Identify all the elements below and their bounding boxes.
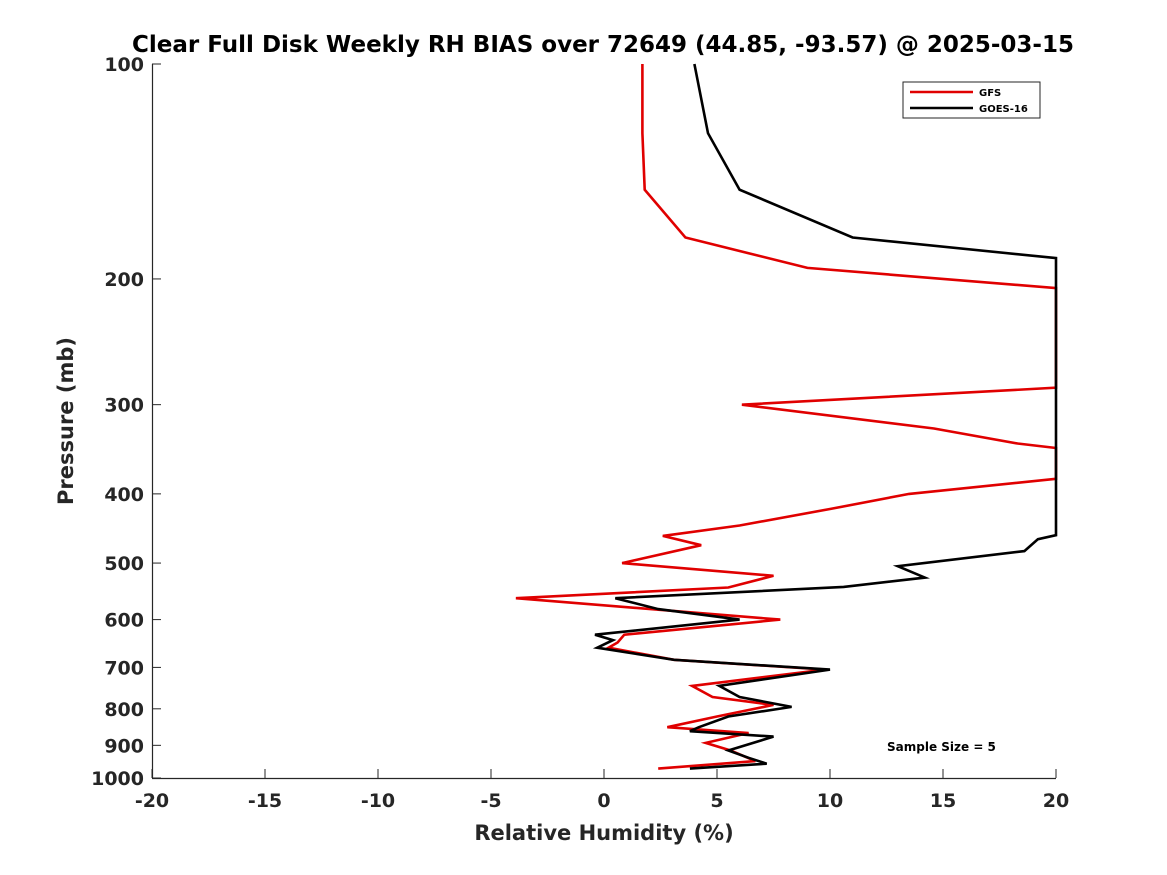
plot-lines — [515, 63, 1058, 770]
x-tick-label: -15 — [248, 790, 282, 812]
x-tick-label: -20 — [135, 790, 169, 812]
x-tick-label: 10 — [817, 790, 843, 812]
x-tick-label: -5 — [480, 790, 501, 812]
y-tick-label: 100 — [104, 54, 144, 76]
y-tick-label: 700 — [104, 657, 144, 679]
y-tick-label: 200 — [104, 269, 144, 291]
legend-box — [902, 81, 1041, 119]
x-axis-label: Relative Humidity (%) — [474, 821, 733, 845]
legend-label-gfs: GFS — [979, 88, 1001, 99]
y-tick-label: 300 — [104, 395, 144, 417]
legend: GFS GOES-16 — [902, 81, 1041, 119]
legend-label-goes16: GOES-16 — [979, 104, 1028, 115]
series-line-goes-16 — [592, 63, 1058, 770]
plot-frame — [152, 64, 1056, 778]
y-tick-label: 600 — [104, 610, 144, 632]
y-tick-label: 800 — [104, 699, 144, 721]
sample-size-annotation: Sample Size = 5 — [887, 740, 996, 754]
y-axis-label: Pressure (mb) — [54, 337, 78, 505]
x-ticks: -20 -15 -10 -5 0 5 10 15 20 — [135, 769, 1069, 812]
x-tick-label: -10 — [361, 790, 395, 812]
y-tick-label: 1000 — [91, 768, 144, 790]
x-tick-label: 0 — [597, 790, 610, 812]
x-tick-label: 20 — [1043, 790, 1069, 812]
x-tick-label: 5 — [710, 790, 723, 812]
y-tick-label: 500 — [104, 553, 144, 575]
x-tick-label: 15 — [930, 790, 956, 812]
y-ticks: 100 200 300 400 500 600 700 800 900 1000 — [91, 54, 161, 790]
chart-title: Clear Full Disk Weekly RH BIAS over 7264… — [132, 32, 1074, 58]
series-line-gfs — [515, 64, 1058, 770]
y-tick-label: 900 — [104, 735, 144, 757]
y-tick-label: 400 — [104, 484, 144, 506]
